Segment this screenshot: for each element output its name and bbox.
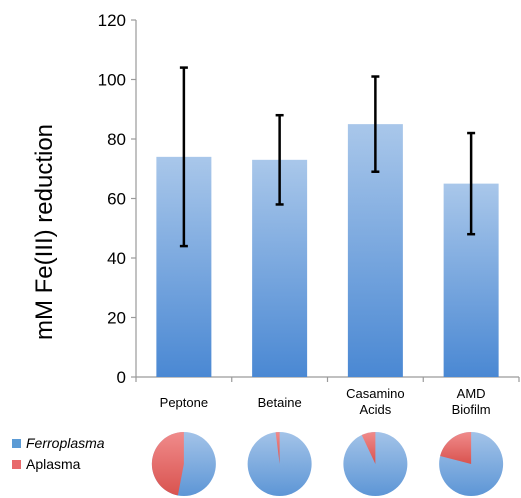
category-label: Peptone bbox=[160, 395, 208, 410]
legend-swatch bbox=[12, 439, 21, 448]
pies bbox=[151, 432, 504, 496]
category-label: Acids bbox=[359, 402, 391, 417]
y-axis-label: mM Fe(III) reduction bbox=[31, 124, 58, 340]
category-label: Casamino bbox=[346, 386, 405, 401]
pie-slice-aplasma bbox=[361, 432, 376, 464]
pie-slice-aplasma bbox=[275, 432, 280, 464]
legend-label: Ferroplasma bbox=[26, 435, 105, 451]
bars bbox=[156, 124, 499, 377]
pie-slice-aplasma bbox=[440, 432, 472, 464]
legend-label: Aplasma bbox=[26, 456, 81, 472]
y-tick-label: 40 bbox=[107, 249, 126, 268]
y-tick-label: 100 bbox=[98, 71, 126, 90]
legend-swatch bbox=[12, 460, 21, 469]
error-bars bbox=[179, 66, 476, 248]
y-tick-label: 0 bbox=[117, 368, 126, 387]
category-label: Biofilm bbox=[452, 402, 491, 417]
y-tick-label: 120 bbox=[98, 11, 126, 30]
tick-labels: 0 20 40 60 80 100 120 bbox=[98, 11, 126, 387]
category-label: AMD bbox=[457, 386, 486, 401]
pie-slice-aplasma bbox=[151, 432, 184, 496]
legend: Ferroplasma Aplasma bbox=[12, 435, 105, 472]
y-tick-label: 20 bbox=[107, 309, 126, 328]
category-label: Betaine bbox=[258, 395, 302, 410]
y-tick-label: 80 bbox=[107, 130, 126, 149]
y-tick-label: 60 bbox=[107, 190, 126, 209]
